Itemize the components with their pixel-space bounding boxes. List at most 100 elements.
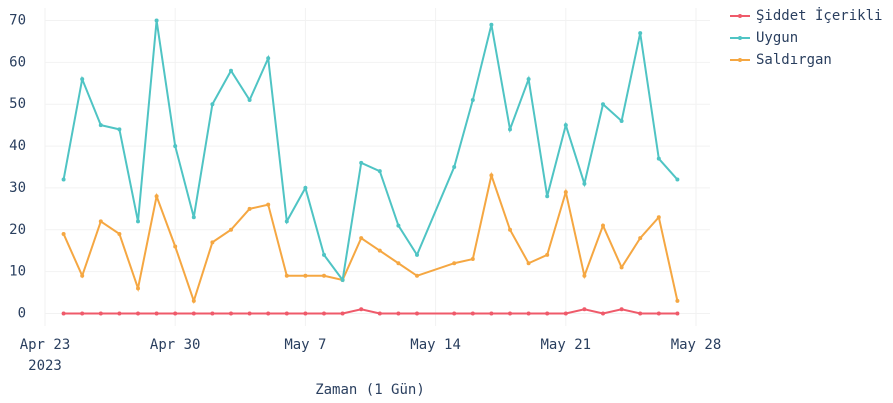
point bbox=[526, 261, 531, 266]
point bbox=[545, 252, 550, 257]
x-tick-label: May 14 bbox=[410, 337, 461, 353]
point bbox=[489, 22, 494, 27]
point bbox=[359, 236, 364, 241]
point bbox=[470, 98, 475, 103]
point bbox=[136, 219, 140, 224]
point bbox=[80, 311, 85, 316]
point bbox=[638, 31, 643, 36]
point bbox=[415, 273, 419, 278]
point bbox=[638, 311, 643, 316]
point bbox=[284, 219, 289, 224]
point bbox=[173, 311, 178, 316]
point bbox=[470, 257, 475, 262]
point bbox=[452, 261, 457, 266]
point bbox=[675, 177, 680, 182]
point bbox=[675, 311, 680, 316]
point bbox=[377, 311, 382, 316]
point bbox=[452, 165, 457, 169]
point bbox=[601, 102, 605, 107]
point bbox=[154, 311, 159, 316]
point bbox=[359, 160, 364, 165]
point bbox=[117, 127, 122, 132]
point bbox=[489, 311, 494, 316]
point bbox=[247, 311, 252, 316]
point bbox=[470, 311, 475, 316]
point bbox=[303, 311, 308, 316]
legend-label: Şiddet İçerikli bbox=[756, 6, 882, 24]
point bbox=[415, 311, 419, 316]
point bbox=[601, 223, 605, 228]
x-year-label: 2023 bbox=[28, 358, 62, 374]
point bbox=[154, 194, 159, 199]
y-tick-label: 40 bbox=[9, 138, 26, 154]
point bbox=[377, 248, 382, 253]
point bbox=[191, 311, 196, 316]
point bbox=[452, 311, 457, 316]
point bbox=[526, 77, 531, 82]
point bbox=[229, 311, 233, 316]
point bbox=[340, 277, 345, 282]
point bbox=[173, 144, 178, 149]
point bbox=[582, 307, 587, 312]
point bbox=[322, 311, 326, 316]
point bbox=[656, 311, 661, 316]
point bbox=[322, 273, 326, 278]
point bbox=[303, 185, 308, 190]
point bbox=[154, 18, 159, 23]
point bbox=[619, 265, 624, 270]
series-line bbox=[62, 171, 679, 305]
point bbox=[98, 311, 103, 316]
point bbox=[284, 273, 289, 278]
point bbox=[80, 273, 85, 278]
point bbox=[136, 286, 140, 291]
point bbox=[247, 98, 252, 103]
point bbox=[284, 311, 289, 316]
point bbox=[545, 194, 550, 199]
point bbox=[229, 68, 233, 73]
point bbox=[340, 311, 345, 316]
series-line bbox=[62, 20, 679, 283]
x-tick-label: May 21 bbox=[541, 337, 592, 353]
x-tick-label: May 7 bbox=[284, 337, 326, 353]
point bbox=[582, 181, 587, 186]
point bbox=[210, 311, 215, 316]
point bbox=[136, 311, 140, 316]
legend-marker bbox=[738, 58, 742, 62]
point bbox=[638, 236, 643, 241]
point bbox=[396, 261, 401, 266]
point bbox=[508, 227, 512, 232]
point bbox=[656, 215, 661, 220]
y-tick-label: 50 bbox=[9, 96, 26, 112]
point bbox=[61, 231, 66, 236]
legend-label: Saldırgan bbox=[756, 52, 832, 68]
x-tick-label: Apr 30 bbox=[150, 337, 201, 353]
point bbox=[61, 177, 66, 182]
point bbox=[675, 298, 680, 303]
legend-marker bbox=[738, 36, 742, 40]
point bbox=[266, 311, 271, 316]
point bbox=[508, 311, 512, 316]
point bbox=[303, 273, 308, 278]
x-tick-label: May 28 bbox=[671, 337, 722, 353]
point bbox=[526, 311, 531, 316]
point bbox=[396, 223, 401, 228]
point bbox=[210, 102, 215, 107]
x-tick-label: Apr 23 bbox=[20, 337, 71, 353]
point bbox=[359, 307, 364, 312]
point bbox=[98, 219, 103, 224]
point bbox=[508, 127, 512, 132]
point bbox=[80, 77, 85, 82]
x-axis-title: Zaman (1 Gün) bbox=[315, 382, 425, 398]
point bbox=[210, 240, 215, 245]
point bbox=[191, 298, 196, 303]
point bbox=[489, 173, 494, 178]
point bbox=[582, 273, 587, 278]
point bbox=[377, 169, 382, 174]
y-tick-label: 60 bbox=[9, 54, 26, 70]
point bbox=[247, 206, 252, 211]
point bbox=[173, 244, 178, 249]
point bbox=[229, 227, 233, 232]
legend-label: Uygun bbox=[756, 30, 798, 46]
point bbox=[266, 56, 271, 61]
